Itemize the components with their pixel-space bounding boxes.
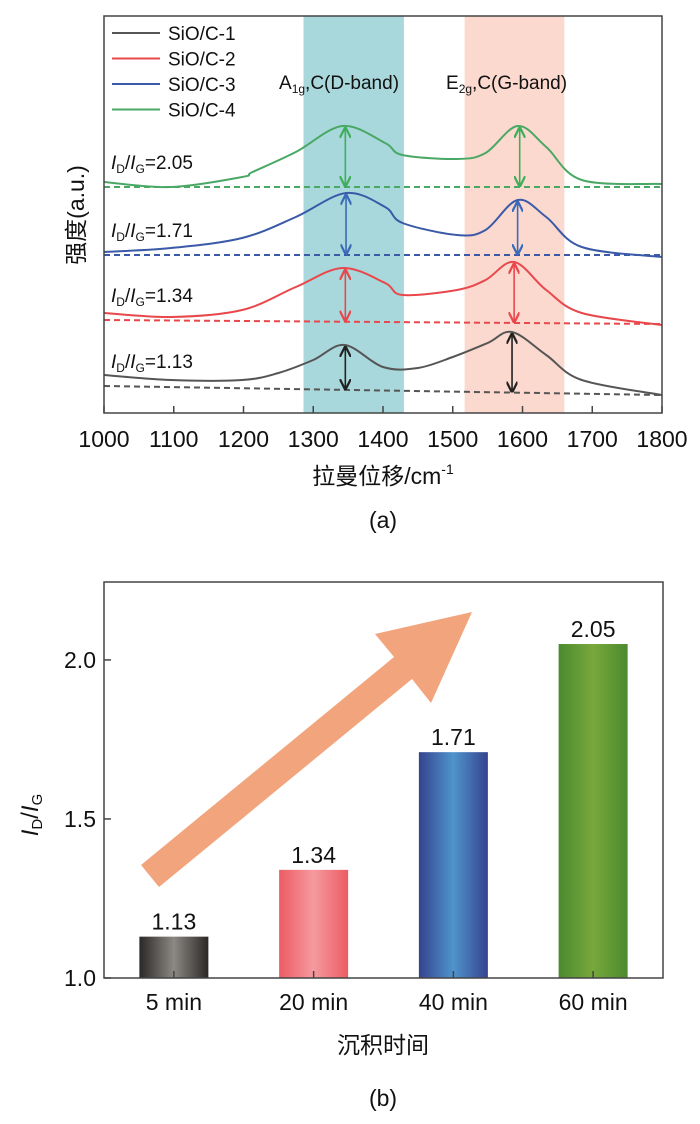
bar-40-min <box>418 752 488 978</box>
bar-value-label: 2.05 <box>571 616 616 642</box>
x-tick-label: 1200 <box>218 426 269 452</box>
band-subscript: 1g <box>292 82 305 96</box>
x-axis-title-b: 沉积时间 <box>337 1032 429 1058</box>
x-tick-label: 5 min <box>146 989 202 1015</box>
ratio-value: =1.71 <box>145 221 193 242</box>
x-tick-label: 1700 <box>567 426 618 452</box>
spectrum-SiO/C-1 <box>103 330 663 396</box>
band-label-g-band: E2g,C(G-band) <box>446 73 567 96</box>
subscript-g: G <box>29 794 46 806</box>
italic-i: I <box>130 153 136 174</box>
x-tick-label: 1300 <box>288 426 339 452</box>
band-symbol: E <box>446 73 459 94</box>
x-tick-label: 1100 <box>149 426 198 452</box>
band-label-d-band: A1g,C(D-band) <box>279 73 399 96</box>
bar-20-min <box>279 869 349 978</box>
legend-label: SiO/C-4 <box>168 101 236 122</box>
subscript-d: D <box>116 295 125 309</box>
italic-i: I <box>111 352 117 373</box>
y-tick-label: 2.0 <box>64 647 96 673</box>
y-axis-title: 强度(a.u.) <box>63 165 89 265</box>
id-ig-bar-panel: 1.13 5 min 1.34 20 min 1.71 40 min 2.05 60 min 1… <box>17 581 664 1015</box>
ratio-label-SiO/C-3: ID/IG=1.71 <box>111 221 193 244</box>
italic-i: I <box>111 286 117 307</box>
x-tick-label: 1400 <box>357 426 408 452</box>
subscript-d: D <box>116 230 125 244</box>
band-text: ,C(D-band) <box>305 73 399 94</box>
ratio-label-SiO/C-1: ID/IG=1.13 <box>111 352 193 375</box>
legend-label: SiO/C-2 <box>168 50 236 71</box>
italic-i: I <box>17 805 44 812</box>
italic-i: I <box>111 153 117 174</box>
legend-label: SiO/C-1 <box>168 24 236 45</box>
slash: / <box>125 286 131 307</box>
subscript-d: D <box>116 162 125 176</box>
bar-value-label: 1.71 <box>431 724 476 750</box>
spectrum-SiO/C-4 <box>103 124 663 189</box>
italic-i: I <box>111 221 117 242</box>
italic-i: I <box>130 286 136 307</box>
slash: / <box>125 221 131 242</box>
ratio-label-SiO/C-2: ID/IG=1.34 <box>111 286 193 309</box>
ratio-value: =1.34 <box>145 286 194 307</box>
band-d-band <box>303 16 404 413</box>
subscript-g: G <box>136 295 145 309</box>
plot-frame <box>103 581 664 979</box>
subscript-g: G <box>136 162 145 176</box>
subscript-d: D <box>116 361 125 375</box>
band-subscript: 2g <box>459 82 472 96</box>
band-text: ,C(G-band) <box>472 73 567 94</box>
x-tick-label: 1800 <box>636 426 687 452</box>
caption-b: (b) <box>369 1085 397 1111</box>
x-tick-label: 20 min <box>279 989 348 1015</box>
spectrum-SiO/C-2 <box>103 260 663 326</box>
band-symbol: A <box>279 73 292 94</box>
subscript-g: G <box>136 230 145 244</box>
baseline-SiO/C-1 <box>103 385 663 396</box>
subscript-d: D <box>29 819 46 830</box>
italic-i: I <box>130 352 136 373</box>
ratio-label-SiO/C-4: ID/IG=2.05 <box>111 153 193 176</box>
bar-value-label: 1.13 <box>151 909 196 935</box>
raman-spectra-panel: ID/IG=1.13ID/IG=1.34ID/IG=1.71ID/IG=2.05… <box>63 15 688 489</box>
italic-i: I <box>130 221 136 242</box>
x-tick-label: 1000 <box>78 426 129 452</box>
trend-arrow <box>141 612 472 887</box>
x-axis-superscript: -1 <box>441 461 454 477</box>
subscript-g: G <box>136 361 145 375</box>
slash: / <box>125 352 131 373</box>
baseline-SiO/C-2 <box>103 319 663 325</box>
legend-label: SiO/C-3 <box>168 75 236 96</box>
ratio-value: =1.13 <box>145 352 193 373</box>
italic-i: I <box>17 829 44 836</box>
slash: / <box>125 153 131 174</box>
bar-value-label: 1.34 <box>291 842 336 868</box>
x-tick-label: 1500 <box>427 426 478 452</box>
x-tick-label: 60 min <box>559 989 628 1015</box>
caption-a: (a) <box>369 507 397 533</box>
ratio-value: =2.05 <box>145 153 193 174</box>
slash: / <box>17 812 44 819</box>
y-tick-label: 1.5 <box>64 806 96 832</box>
x-tick-label: 1600 <box>497 426 548 452</box>
x-axis-title: 拉曼位移/cm-1 <box>312 461 454 489</box>
x-tick-label: 40 min <box>419 989 488 1015</box>
spectrum-SiO/C-3 <box>103 191 663 258</box>
y-axis-title: ID/IG <box>17 794 46 837</box>
y-tick-label: 1.0 <box>64 965 96 991</box>
bar-60-min <box>558 644 628 978</box>
